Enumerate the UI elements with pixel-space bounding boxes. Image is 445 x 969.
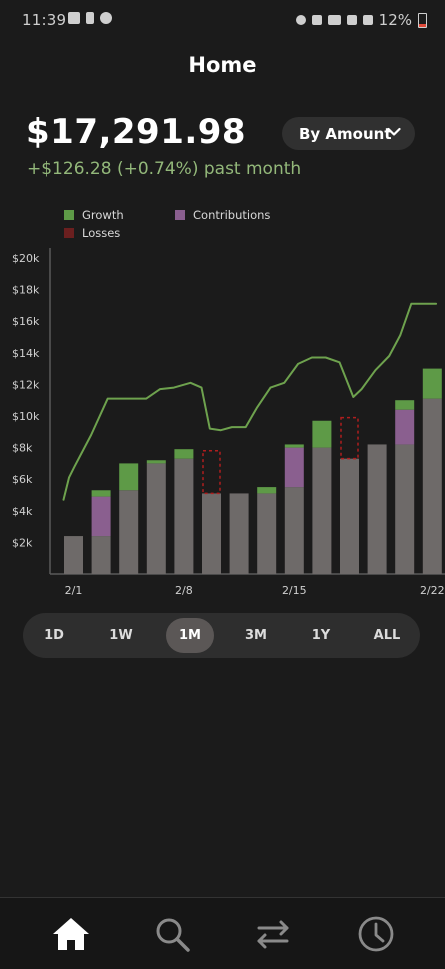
bluetooth-icon <box>295 15 306 25</box>
mail-icon <box>68 12 80 24</box>
battery-saver-icon <box>86 12 94 24</box>
bar-base <box>119 490 139 574</box>
battery-percent: 12% <box>378 11 412 29</box>
notification-icons <box>68 12 112 24</box>
y-tick-label: $18k <box>12 284 40 297</box>
nav-search[interactable] <box>150 912 194 956</box>
transfer-icon <box>257 920 289 949</box>
range-all-button[interactable]: ALL <box>373 628 401 643</box>
gear-icon <box>100 12 112 24</box>
legend-swatch-losses <box>64 228 74 238</box>
bar-losses <box>202 450 221 495</box>
bar-base <box>202 493 221 574</box>
signal-icon <box>346 15 357 25</box>
nav-home[interactable] <box>49 912 93 956</box>
bar-growth <box>422 368 442 399</box>
bar-growth <box>284 444 304 448</box>
signal-icon <box>362 15 373 25</box>
bar-base <box>422 398 442 574</box>
y-tick-label: $16k <box>12 315 40 328</box>
legend-label: Growth <box>82 208 124 222</box>
status-bar: 11:39 12% <box>0 0 445 40</box>
bar-contributions <box>91 496 111 537</box>
bar-base <box>257 493 277 574</box>
bar-contributions <box>284 447 304 488</box>
legend-label: Losses <box>82 226 121 240</box>
y-tick-label: $2k <box>12 536 33 549</box>
bar-growth <box>91 490 111 497</box>
bar-growth <box>395 400 415 410</box>
y-tick-label: $12k <box>12 378 40 391</box>
x-tick-label: 2/22 <box>420 584 445 597</box>
time-range-selector: 1D 1W 1M 3M 1Y ALL <box>23 613 420 658</box>
bar-contributions <box>395 409 415 445</box>
bar-base <box>174 458 194 574</box>
legend-item-contributions: Contributions <box>175 208 270 222</box>
x-tick-label: 2/8 <box>175 584 193 597</box>
y-tick-label: $10k <box>12 410 40 423</box>
bar-growth <box>312 420 332 448</box>
bar-base <box>229 493 249 574</box>
bar-growth <box>119 463 139 491</box>
bar-base <box>312 447 332 574</box>
bar-growth <box>257 487 277 494</box>
system-icons: 12% <box>295 11 427 29</box>
bar-base <box>284 487 304 574</box>
y-tick-label: $8k <box>12 442 33 455</box>
status-time: 11:39 <box>22 11 67 29</box>
page-title: Home <box>188 53 257 77</box>
search-icon <box>156 918 190 952</box>
bar-growth <box>146 460 166 464</box>
portfolio-change: +$126.28 (+0.74%) past month <box>27 159 302 179</box>
bar-base <box>395 444 415 574</box>
bar-losses <box>340 416 359 460</box>
dropdown-label: By Amount <box>299 124 392 143</box>
range-1w-button[interactable]: 1W <box>109 628 133 643</box>
range-3m-button[interactable]: 3M <box>245 628 267 643</box>
portfolio-chart: $2k $4k $6k $8k $10k $12k $14k $16k $18k $20k 2/1 2… <box>12 248 445 597</box>
chevron-down-icon <box>387 127 401 136</box>
bar-growth <box>174 449 194 459</box>
portfolio-balance: $17,291.98 <box>26 112 247 152</box>
range-1y-button[interactable]: 1Y <box>311 628 331 643</box>
legend-item-losses: Losses <box>64 226 120 240</box>
bar-base <box>146 463 166 574</box>
nav-history[interactable] <box>354 912 398 956</box>
range-1d-button[interactable]: 1D <box>44 628 64 643</box>
history-icon <box>358 916 394 952</box>
legend-label: Contributions <box>193 208 271 222</box>
bar-base <box>367 444 387 574</box>
x-tick-label: 2/1 <box>65 584 83 597</box>
home-icon <box>53 918 89 950</box>
legend-swatch-contributions <box>175 210 185 220</box>
bottom-navigation <box>0 897 445 969</box>
y-tick-label: $20k <box>12 252 40 265</box>
range-1m-button[interactable]: 1M <box>166 618 214 653</box>
x-tick-label: 2/15 <box>282 584 307 597</box>
bar-base <box>91 536 111 574</box>
legend-swatch-growth <box>64 210 74 220</box>
bar-base <box>340 458 359 574</box>
mute-icon <box>311 15 322 25</box>
y-tick-label: $6k <box>12 473 33 486</box>
y-tick-label: $4k <box>12 505 33 518</box>
nav-transfer[interactable] <box>251 912 295 956</box>
battery-icon <box>418 12 427 28</box>
legend-item-growth: Growth <box>64 208 124 222</box>
balance-line <box>62 302 438 501</box>
bar-base <box>64 536 83 574</box>
y-tick-label: $14k <box>12 347 40 360</box>
view-mode-dropdown[interactable]: By Amount <box>282 117 415 150</box>
wifi-icon <box>327 15 341 25</box>
